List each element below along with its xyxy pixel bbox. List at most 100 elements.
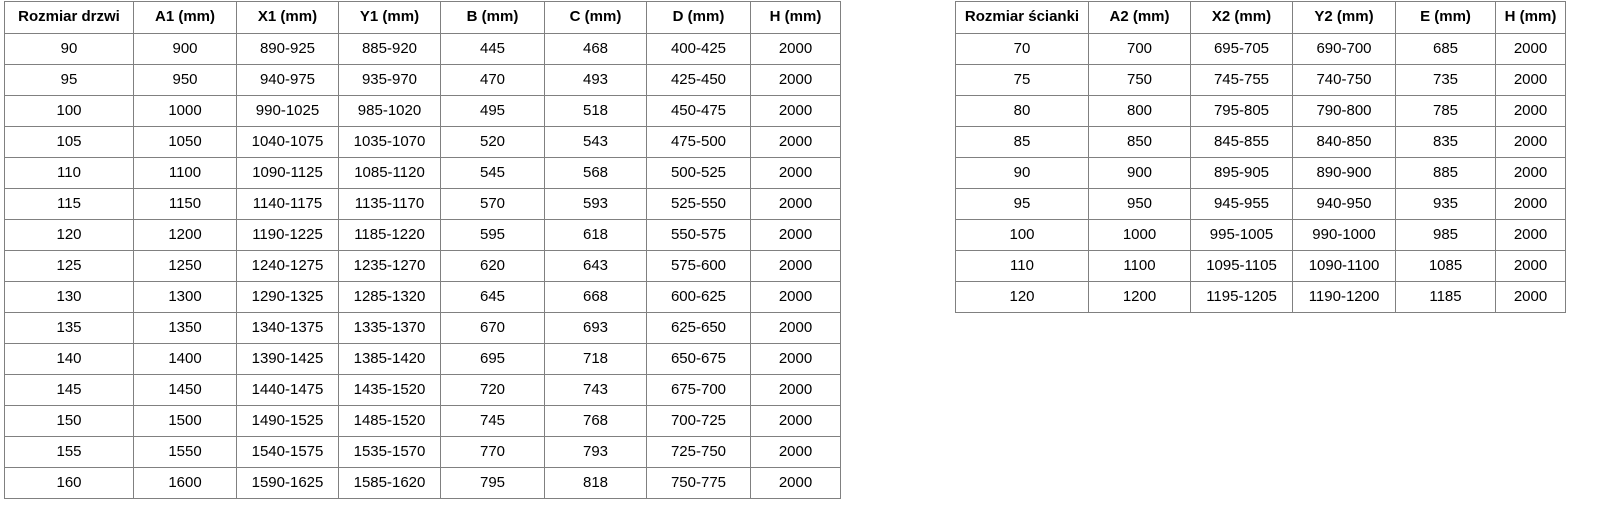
table-cell: 545 [440,157,545,189]
table-cell: 1050 [133,126,237,158]
table-cell: 643 [544,250,647,282]
table-cell: 2000 [750,281,841,313]
table-cell: 2000 [750,188,841,220]
table-cell: 1290-1325 [236,281,339,313]
table-cell: 1090-1100 [1292,250,1396,282]
table-cell: 985 [1395,219,1496,251]
table-cell: 2000 [750,343,841,375]
row-label-cell: 90 [955,157,1089,189]
table-cell: 450-475 [646,95,751,127]
table-cell: 990-1000 [1292,219,1396,251]
table-cell: 550-575 [646,219,751,251]
table-row: 70 700 695-705 690-700 685 2000 [955,33,1566,65]
table-cell: 990-1025 [236,95,339,127]
table-cell: 1200 [133,219,237,251]
table-row: 100 1000 990-1025 985-1020 495 518 450-475 2000 [4,95,841,127]
table-cell: 2000 [1495,188,1566,220]
table-cell: 2000 [1495,281,1566,313]
table-cell: 493 [544,64,647,96]
table-cell: 2000 [750,312,841,344]
column-header: B (mm) [440,1,545,34]
table-cell: 720 [440,374,545,406]
row-label-cell: 100 [4,95,134,127]
table-cell: 1000 [1088,219,1191,251]
table-cell: 2000 [750,250,841,282]
row-label-cell: 130 [4,281,134,313]
table-cell: 1535-1570 [338,436,441,468]
table-cell: 568 [544,157,647,189]
table-cell: 445 [440,33,545,65]
table-cell: 2000 [1495,33,1566,65]
table-cell: 695 [440,343,545,375]
table-cell: 1600 [133,467,237,499]
table-cell: 1490-1525 [236,405,339,437]
table-cell: 2000 [1495,219,1566,251]
table-row: 130 1300 1290-1325 1285-1320 645 668 600-625 20… [4,281,841,313]
table-cell: 668 [544,281,647,313]
table-cell: 2000 [1495,157,1566,189]
table-cell: 685 [1395,33,1496,65]
table-row: 95 950 945-955 940-950 935 2000 [955,188,1566,220]
table-cell: 1335-1370 [338,312,441,344]
table-cell: 995-1005 [1190,219,1293,251]
column-header: Rozmiar drzwi [4,1,134,34]
table-cell: 735 [1395,64,1496,96]
table-cell: 1340-1375 [236,312,339,344]
table-cell: 1440-1475 [236,374,339,406]
table-cell: 600-625 [646,281,751,313]
table-cell: 595 [440,219,545,251]
table-cell: 570 [440,188,545,220]
column-header: A1 (mm) [133,1,237,34]
table-cell: 618 [544,219,647,251]
table-row: 140 1400 1390-1425 1385-1420 695 718 650-675 20… [4,343,841,375]
table-cell: 785 [1395,95,1496,127]
column-header: C (mm) [544,1,647,34]
table-cell: 845-855 [1190,126,1293,158]
row-label-cell: 90 [4,33,134,65]
table-cell: 593 [544,188,647,220]
row-label-cell: 125 [4,250,134,282]
table-cell: 575-600 [646,250,751,282]
table-cell: 1190-1225 [236,219,339,251]
table-cell: 2000 [1495,64,1566,96]
table-cell: 935 [1395,188,1496,220]
table-cell: 1085 [1395,250,1496,282]
table-cell: 840-850 [1292,126,1396,158]
table-body: 90 900 890-925 885-920 445 468 400-425 2000 95 95… [4,33,841,499]
table-cell: 425-450 [646,64,751,96]
table-cell: 468 [544,33,647,65]
table-cell: 818 [544,467,647,499]
table-row: 110 1100 1090-1125 1085-1120 545 568 500-525 20… [4,157,841,189]
table-cell: 1500 [133,405,237,437]
row-label-cell: 105 [4,126,134,158]
table-cell: 793 [544,436,647,468]
table-cell: 1190-1200 [1292,281,1396,313]
column-header: Y2 (mm) [1292,1,1396,34]
row-label-cell: 85 [955,126,1089,158]
row-label-cell: 120 [955,281,1089,313]
row-label-cell: 70 [955,33,1089,65]
table-cell: 2000 [750,33,841,65]
table-cell: 2000 [750,126,841,158]
table-cell: 900 [133,33,237,65]
table-cell: 1400 [133,343,237,375]
row-label-cell: 145 [4,374,134,406]
table-cell: 1195-1205 [1190,281,1293,313]
table-cell: 1135-1170 [338,188,441,220]
table-cell: 750 [1088,64,1191,96]
table-cell: 950 [1088,188,1191,220]
table-cell: 725-750 [646,436,751,468]
table-cell: 1000 [133,95,237,127]
table-cell: 2000 [750,467,841,499]
table-cell: 2000 [750,95,841,127]
table-row: 90 900 895-905 890-900 885 2000 [955,157,1566,189]
table-cell: 525-550 [646,188,751,220]
table-cell: 740-750 [1292,64,1396,96]
table-cell: 890-900 [1292,157,1396,189]
column-header: H (mm) [1495,1,1566,34]
table-row: 110 1100 1095-1105 1090-1100 1085 2000 [955,250,1566,282]
table-cell: 790-800 [1292,95,1396,127]
table-cell: 1285-1320 [338,281,441,313]
wall-panel-size-table: Rozmiar ścianki A2 (mm) X2 (mm) Y2 (mm) E (m… [955,1,1566,313]
table-cell: 890-925 [236,33,339,65]
